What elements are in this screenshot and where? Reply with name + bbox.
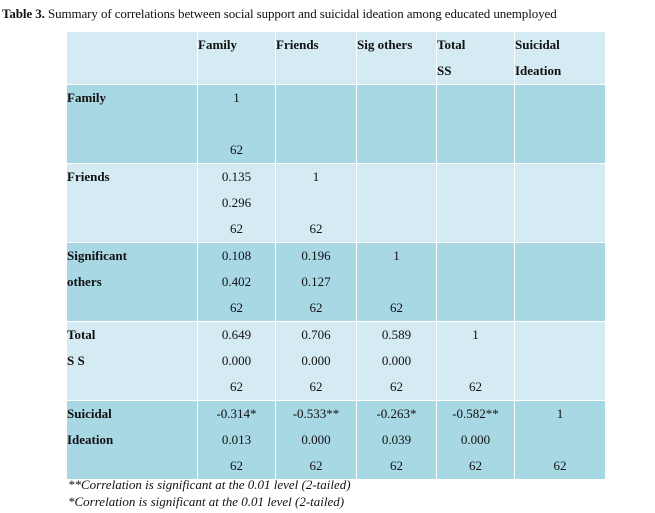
table-cell: 1 62 (275, 163, 357, 243)
table-cell: 1 62 (514, 400, 606, 480)
footnote-single-asterisk: *Correlation is significant at the 0.01 … (68, 494, 345, 509)
table-row: Total S S 0.649 0.000 62 0.706 0.000 62 0.589… (66, 321, 606, 401)
table-row: Friends 0.135 0.296 62 1 62 (66, 163, 606, 243)
table-row: Family 1 62 (66, 84, 606, 164)
table-cell (436, 163, 515, 243)
table-row: Significant others 0.108 0.402 62 0.196 0.12… (66, 242, 606, 322)
table-cell (514, 84, 606, 164)
caption-text: Summary of correlations between social s… (44, 6, 557, 21)
table-cell (514, 163, 606, 243)
row-header-total-ss: Total S S (66, 321, 198, 401)
table-cell: -0.533** 0.000 62 (275, 400, 357, 480)
table-header-row: Family Friends Sig others Total SS Suicid… (66, 31, 606, 85)
table-cell: 0.589 0.000 62 (356, 321, 437, 401)
caption-label: Table 3. (2, 6, 45, 21)
table-cell (514, 321, 606, 401)
table-cell: 0.706 0.000 62 (275, 321, 357, 401)
table-cell: 0.649 0.000 62 (197, 321, 276, 401)
corner-cell (66, 31, 198, 85)
table-cell: 1 62 (436, 321, 515, 401)
table-cell: 1 62 (197, 84, 276, 164)
row-header-family: Family (66, 84, 198, 164)
table-cell: 0.196 0.127 62 (275, 242, 357, 322)
row-header-friends: Friends (66, 163, 198, 243)
row-header-significant-others: Significant others (66, 242, 198, 322)
table-cell: 1 62 (356, 242, 437, 322)
table-cell (514, 242, 606, 322)
col-header-suicidal-ideation: Suicidal Ideation (514, 31, 606, 85)
table-cell: 0.135 0.296 62 (197, 163, 276, 243)
table-cell (356, 163, 437, 243)
correlation-table: Family Friends Sig others Total SS Suicid… (66, 31, 606, 480)
footnote-double-asterisk: **Correlation is significant at the 0.01… (68, 477, 351, 492)
col-header-family: Family (197, 31, 276, 85)
table-cell: -0.582** 0.000 62 (436, 400, 515, 480)
table-row: Suicidal Ideation -0.314* 0.013 62 -0.533**… (66, 400, 606, 480)
col-header-total-ss: Total SS (436, 31, 515, 85)
table-cell: 0.108 0.402 62 (197, 242, 276, 322)
table-cell: -0.263* 0.039 62 (356, 400, 437, 480)
table-caption: Table 3. Summary of correlations between… (2, 6, 655, 22)
col-header-friends: Friends (275, 31, 357, 85)
table-cell (275, 84, 357, 164)
row-header-suicidal-ideation: Suicidal Ideation (66, 400, 198, 480)
table-cell (436, 242, 515, 322)
table-cell (356, 84, 437, 164)
table-cell: -0.314* 0.013 62 (197, 400, 276, 480)
table-cell (436, 84, 515, 164)
col-header-sig-others: Sig others (356, 31, 437, 85)
